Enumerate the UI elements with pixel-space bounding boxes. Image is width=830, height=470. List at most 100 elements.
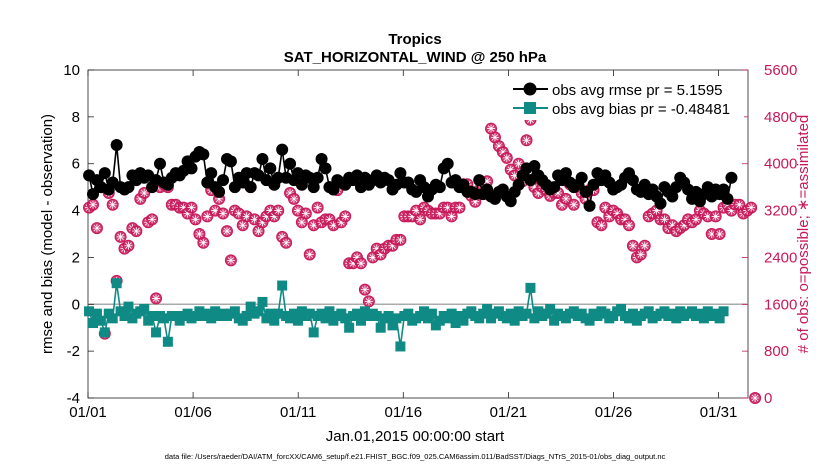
bias-point [308, 327, 319, 338]
bias-point [419, 306, 430, 317]
rmse-point [319, 162, 332, 175]
y-tick-label: 2 [72, 249, 80, 266]
y-tick-label: -2 [67, 343, 80, 360]
x-tick-label: 01/01 [69, 404, 107, 421]
bias-point [119, 311, 130, 321]
bias-point [545, 303, 556, 314]
x-tick-label: 01/11 [280, 404, 316, 421]
x-tick-label: 01/26 [595, 404, 633, 421]
x-tick-label: 01/21 [490, 404, 528, 421]
bias-point [529, 313, 540, 324]
x-axis-label: Jan.01,2015 00:00:00 start [326, 428, 505, 445]
rmse-point [213, 185, 226, 198]
obs-count-point [185, 201, 198, 214]
rmse-point [224, 155, 237, 168]
bias-point [375, 322, 386, 333]
obs-count-point [414, 213, 427, 226]
obs-count-point [287, 192, 300, 205]
bias-point [320, 313, 331, 324]
obs-count-point [303, 248, 316, 261]
rmse-point [205, 167, 218, 180]
rmse-point [307, 181, 320, 194]
obs-count-point [280, 236, 293, 249]
chart-title: Tropics [388, 31, 441, 48]
obs-count-point [252, 225, 265, 238]
bias-point [352, 308, 363, 319]
rmse-point [327, 183, 340, 196]
chart-subtitle: SAT_HORIZONTAL_WIND @ 250 hPa [284, 49, 547, 66]
obs-count-point [122, 239, 135, 252]
legend-rmse-marker [523, 82, 537, 96]
obs-count-point [354, 257, 367, 270]
bias-point [273, 308, 284, 319]
bias-point [257, 296, 268, 307]
bias-point [391, 313, 402, 324]
bias-point [206, 313, 217, 324]
bias-point [123, 301, 134, 312]
rmse-point [153, 157, 166, 170]
bias-point [147, 311, 158, 321]
y2-tick-label: 4800 [764, 109, 797, 126]
bias-point [151, 327, 162, 338]
bias-point [229, 306, 240, 317]
y2-tick-label: 0 [764, 390, 772, 407]
bias-point [111, 278, 122, 289]
rmse-point [473, 174, 486, 187]
bias-point [253, 306, 264, 317]
rmse-point [441, 157, 454, 170]
obs-count-point [362, 295, 375, 308]
bias-point [403, 308, 414, 319]
obs-count-point [485, 122, 498, 135]
legend-bias-marker [524, 102, 536, 114]
obs-count-point [567, 198, 580, 211]
obs-count-point [358, 283, 371, 296]
bias-point [584, 315, 595, 326]
obs-count-point [622, 219, 635, 232]
bias-point [505, 308, 516, 319]
obs-count-point [339, 210, 352, 223]
obs-count-point [626, 239, 639, 252]
bias-point [426, 308, 437, 319]
bias-point [387, 320, 398, 331]
obs-count-point [745, 201, 758, 214]
obs-count-point [713, 228, 726, 240]
obs-count-point [189, 213, 202, 226]
obs-count-point [749, 392, 762, 404]
bias-point [158, 313, 169, 324]
bias-point [395, 341, 406, 352]
bias-point [87, 318, 98, 329]
bias-point [616, 303, 627, 314]
rmse-point [394, 167, 407, 180]
y-tick-label: 8 [72, 109, 80, 126]
y2-axis-label: # of obs: o=possible; ∗=assimilated [795, 115, 812, 354]
rmse-point [284, 157, 297, 170]
bias-point [304, 308, 315, 319]
bias-point [288, 308, 299, 319]
x-tick-label: 01/06 [174, 404, 212, 421]
rmse-point [717, 183, 730, 196]
legend-rmse-label: obs avg rmse pr = 5.1595 [552, 82, 723, 99]
rmse-point [575, 171, 588, 184]
obs-count-point [638, 239, 651, 252]
bias-point [718, 306, 729, 317]
obs-count-point [130, 225, 143, 238]
bias-point [549, 315, 560, 326]
bias-point [292, 315, 303, 326]
rmse-point [579, 185, 592, 198]
bias-point [107, 313, 118, 324]
bias-point [269, 315, 280, 326]
legend-box [508, 76, 744, 120]
x-axis: 01/01 01/06 01/11 01/16 01/21 01/26 01/31 [69, 70, 737, 421]
bias-point [450, 318, 461, 329]
bias-point [698, 313, 709, 324]
bias-point [277, 280, 288, 291]
rmse-point [185, 162, 198, 175]
rmse-point [315, 153, 328, 166]
obs-count-point [500, 151, 513, 164]
obs-count-point [272, 204, 285, 217]
rmse-point [504, 195, 517, 208]
bias-point [95, 315, 106, 326]
y2-tick-label: 4000 [764, 156, 797, 173]
rmse-point [433, 181, 446, 194]
